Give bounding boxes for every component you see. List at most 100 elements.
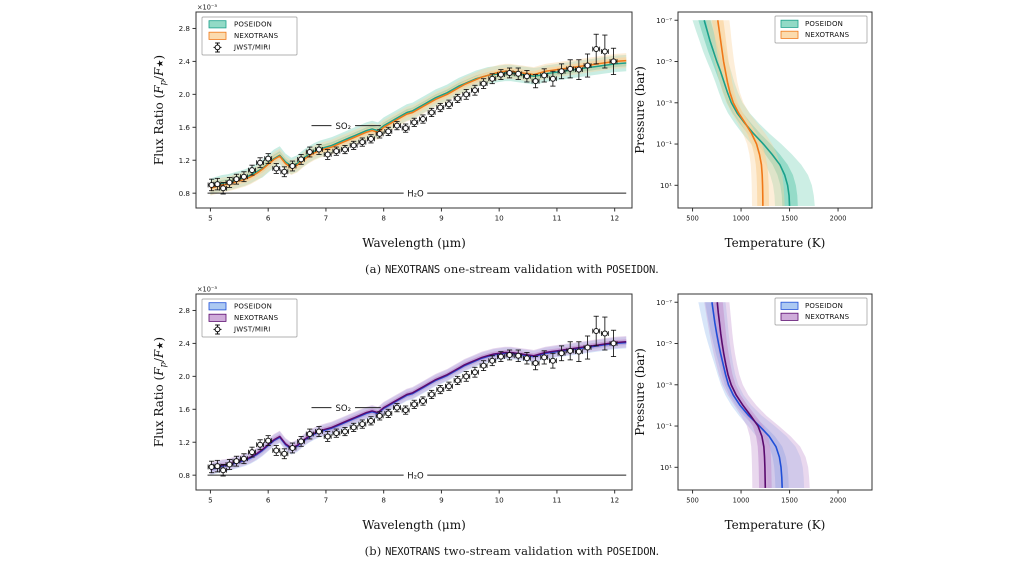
data-point xyxy=(540,68,549,83)
data-marker xyxy=(289,163,296,169)
pt-band-2sigma-nexotrans xyxy=(704,302,810,488)
data-marker xyxy=(393,404,400,411)
data-point xyxy=(419,396,427,406)
legend-item-poseidon[interactable]: POSEIDON xyxy=(780,19,843,28)
pt-legend: POSEIDON NEXOTRANS xyxy=(774,15,868,44)
x-tick-label: 8 xyxy=(381,214,386,223)
data-marker xyxy=(208,181,215,188)
data-point xyxy=(497,69,505,80)
data-marker xyxy=(532,78,539,85)
data-point xyxy=(288,442,297,454)
data-marker xyxy=(471,369,478,376)
data-marker xyxy=(610,58,617,65)
data-marker xyxy=(333,148,340,155)
data-point xyxy=(280,448,289,460)
data-point xyxy=(401,123,410,133)
data-point xyxy=(609,47,618,76)
data-point xyxy=(523,70,531,83)
data-marker xyxy=(419,398,426,405)
data-marker xyxy=(281,450,288,457)
data-marker xyxy=(532,360,539,367)
data-marker xyxy=(367,417,374,424)
model-line-nexotrans xyxy=(210,59,627,189)
caption-a: (a) NEXOTRANS one-stream validation with… xyxy=(0,262,1024,276)
pt-legend: POSEIDON NEXOTRANS xyxy=(774,297,868,326)
legend-swatch xyxy=(208,20,227,29)
data-point xyxy=(264,153,273,164)
y-axis-label: Flux Ratio (Fp/F★) xyxy=(152,55,169,165)
data-marker xyxy=(240,173,247,180)
legend-item-jwst-miri[interactable]: JWST/MIRI xyxy=(213,324,271,335)
pt-line-nexotrans xyxy=(716,20,764,206)
legend-label: NEXOTRANS xyxy=(805,313,850,321)
y-axis-exponent: ×10⁻³ xyxy=(197,4,217,12)
data-point xyxy=(609,329,618,358)
data-point xyxy=(375,411,384,421)
data-point xyxy=(574,341,583,362)
data-point xyxy=(531,356,540,371)
data-marker xyxy=(376,412,383,419)
x-tick-label: 10 xyxy=(495,214,505,223)
data-marker xyxy=(385,410,392,417)
data-point xyxy=(471,366,479,378)
legend-item-jwst-miri[interactable]: JWST/MIRI xyxy=(213,42,271,53)
data-point xyxy=(349,140,358,150)
x-tick-label: 6 xyxy=(266,214,271,223)
data-marker xyxy=(489,357,496,364)
data-marker xyxy=(454,377,461,384)
data-point xyxy=(531,74,540,89)
y-tick-label: 1.2 xyxy=(179,438,190,447)
legend-item-nexotrans[interactable]: NEXOTRANS xyxy=(780,30,850,39)
data-point xyxy=(436,102,445,113)
legend-label: POSEIDON xyxy=(234,21,272,29)
data-marker xyxy=(249,167,256,174)
pt-line-nexotrans xyxy=(716,302,767,488)
data-marker xyxy=(359,139,366,146)
data-marker xyxy=(402,407,409,414)
data-marker xyxy=(445,101,452,108)
y-tick-label: 2.8 xyxy=(179,306,191,315)
spectrum-chart-a: SO₂ H₂O 5 6 7 8 9 10 11 12 0.8 1.2 1.6 2.0 2.4 2.8 ×10⁻³… xyxy=(152,4,633,250)
data-marker xyxy=(233,458,240,465)
legend-label: POSEIDON xyxy=(805,20,843,28)
legend-item-poseidon[interactable]: POSEIDON xyxy=(780,301,843,310)
caption-a-code1: NEXOTRANS xyxy=(384,264,441,276)
data-point xyxy=(427,107,436,118)
data-point xyxy=(367,416,375,426)
legend-item-nexotrans[interactable]: NEXOTRANS xyxy=(208,31,279,40)
data-point xyxy=(305,428,314,440)
data-marker xyxy=(257,159,264,166)
band-2sigma-nexotrans xyxy=(210,336,627,475)
x-tick-label: 5 xyxy=(208,496,213,505)
data-point xyxy=(297,436,305,447)
y-tick-label: 10⁻⁷ xyxy=(656,16,672,25)
data-point xyxy=(232,455,241,467)
x-tick-label: 2000 xyxy=(830,215,847,223)
legend-swatch xyxy=(780,301,799,310)
legend-item-nexotrans[interactable]: NEXOTRANS xyxy=(208,313,279,322)
caption-b-suffix: . xyxy=(655,544,660,558)
data-point xyxy=(592,33,601,65)
data-point xyxy=(453,93,462,104)
caption-b-code1: NEXOTRANS xyxy=(385,546,441,558)
jwst-miri-marker-icon xyxy=(214,44,221,51)
data-marker xyxy=(350,424,357,431)
spectrum-plot-group: SO₂ H₂O 5 6 7 8 9 10 11 12 0.8 1.2 1.6 2.0 2.4 2.8 ×10⁻³… xyxy=(152,4,633,250)
data-point xyxy=(462,88,471,100)
data-marker xyxy=(506,351,513,358)
data-marker xyxy=(393,122,400,129)
legend-item-nexotrans[interactable]: NEXOTRANS xyxy=(780,312,850,321)
data-marker xyxy=(419,116,426,123)
data-marker xyxy=(376,130,383,137)
data-marker xyxy=(445,383,452,390)
legend-item-poseidon[interactable]: POSEIDON xyxy=(208,302,272,311)
legend-label: NEXOTRANS xyxy=(805,31,850,39)
x-tick-label: 5 xyxy=(208,214,213,223)
annotation-HO: H₂O xyxy=(207,189,627,199)
data-point xyxy=(393,403,401,413)
legend-item-poseidon[interactable]: POSEIDON xyxy=(208,20,272,29)
y-tick-label: 10¹ xyxy=(660,181,672,190)
data-point xyxy=(401,405,410,415)
y-tick-label: 10⁻⁷ xyxy=(656,298,672,307)
